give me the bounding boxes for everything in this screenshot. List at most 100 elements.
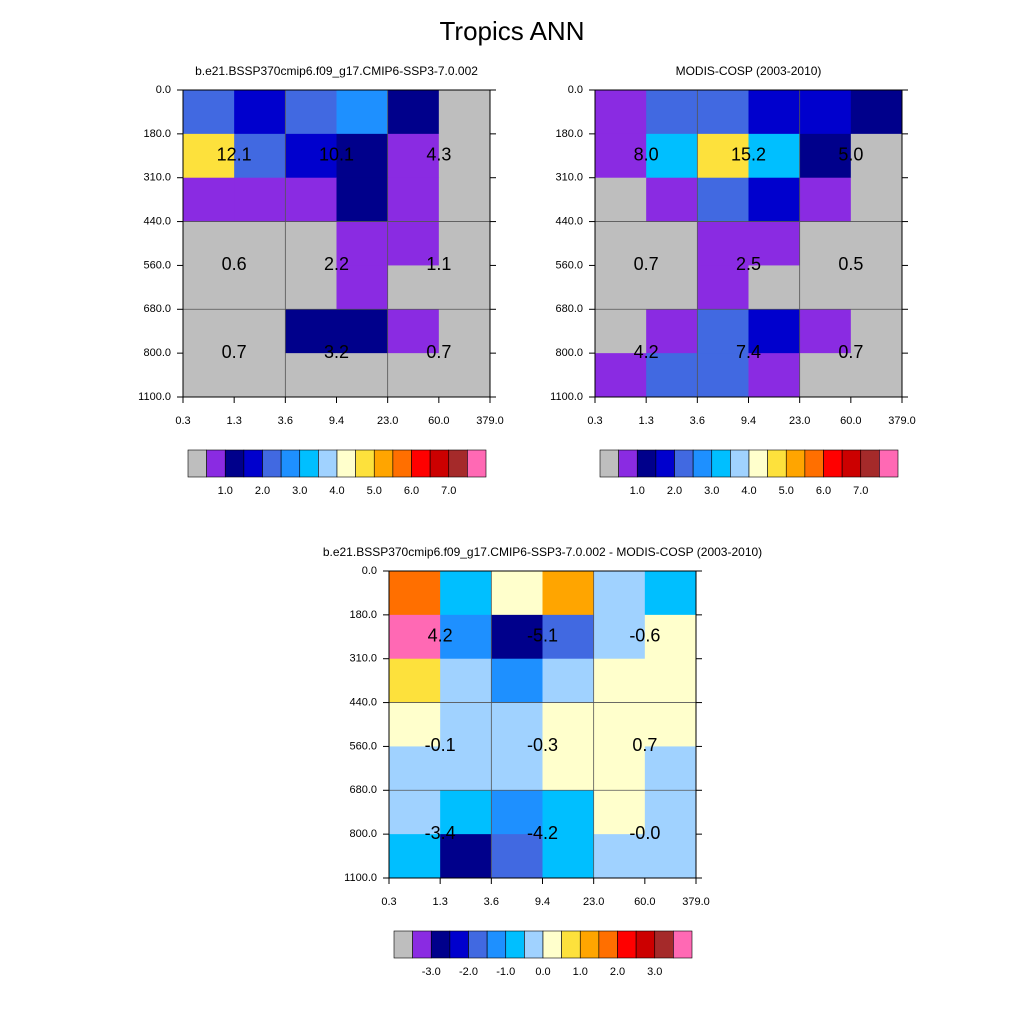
cell xyxy=(646,309,698,354)
cell xyxy=(389,614,441,660)
cell-value: 4.3 xyxy=(426,145,451,165)
cell xyxy=(387,177,440,223)
cell xyxy=(438,221,491,266)
cell xyxy=(850,353,903,398)
y-tick-label: 1100.0 xyxy=(138,391,171,403)
cell xyxy=(389,658,441,704)
cell-value: 2.2 xyxy=(324,254,349,274)
cell xyxy=(799,177,852,223)
colorbar-swatch xyxy=(448,449,468,478)
colorbar-swatch xyxy=(655,449,675,478)
cell xyxy=(542,658,595,704)
colorbar-swatch xyxy=(299,449,319,478)
cell xyxy=(850,309,903,354)
cell xyxy=(234,265,286,310)
colorbar-label: 0.0 xyxy=(535,966,550,978)
colorbar-label: 4.0 xyxy=(741,485,756,497)
cell xyxy=(336,177,389,223)
cell-value: 5.0 xyxy=(838,145,863,165)
cell xyxy=(440,702,492,747)
cell xyxy=(697,133,749,179)
colorbar-swatch xyxy=(674,449,694,478)
y-tick-label: 0.0 xyxy=(568,84,583,96)
cell xyxy=(697,177,749,223)
cell xyxy=(389,571,441,616)
cell xyxy=(799,133,852,179)
colorbar-swatch xyxy=(449,930,469,959)
colorbar-swatch xyxy=(524,930,544,959)
cell xyxy=(438,90,491,135)
cell xyxy=(285,353,337,398)
cell xyxy=(234,353,286,398)
cell xyxy=(491,614,543,660)
cell-value: 4.2 xyxy=(634,342,659,362)
cell xyxy=(697,309,749,354)
cell xyxy=(644,746,697,791)
cell xyxy=(542,614,595,660)
cell xyxy=(646,90,698,135)
cell xyxy=(440,614,492,660)
cell-value: -0.3 xyxy=(527,735,558,755)
cell-value: -0.6 xyxy=(629,626,660,646)
y-tick-label: 680.0 xyxy=(555,303,583,315)
cell xyxy=(542,746,595,791)
cell xyxy=(644,614,697,660)
cell xyxy=(183,177,235,223)
colorbar-swatch xyxy=(224,449,245,478)
colorbar-swatch xyxy=(636,449,657,478)
cell-value: 7.4 xyxy=(736,342,761,362)
y-tick-label: 1100.0 xyxy=(344,872,377,884)
cell xyxy=(593,658,646,704)
cell xyxy=(387,90,440,135)
cell xyxy=(234,90,286,135)
colorbar-label: 2.0 xyxy=(610,966,625,978)
cell-value: -0.1 xyxy=(425,735,456,755)
colorbar-swatch xyxy=(393,930,413,959)
x-tick-label: 0.3 xyxy=(175,415,190,427)
y-tick-label: 440.0 xyxy=(349,696,377,708)
colorbar-swatch xyxy=(467,449,487,478)
colorbar-swatch xyxy=(730,449,750,478)
cell xyxy=(542,702,595,747)
cell xyxy=(542,834,595,879)
cell xyxy=(491,571,543,616)
cell-value: -4.2 xyxy=(527,823,558,843)
cell xyxy=(593,614,646,660)
colorbar-swatch xyxy=(804,449,824,478)
colorbar-label: 2.0 xyxy=(255,485,270,497)
cell xyxy=(748,177,801,223)
cell xyxy=(593,702,646,747)
x-tick-label: 9.4 xyxy=(535,896,550,908)
cell-value: 4.2 xyxy=(428,626,453,646)
x-tick-label: 379.0 xyxy=(476,415,504,427)
x-tick-label: 379.0 xyxy=(682,896,710,908)
cell xyxy=(799,90,852,135)
colorbar-label: 7.0 xyxy=(441,485,456,497)
y-tick-label: 560.0 xyxy=(555,259,583,271)
cell-value: 0.5 xyxy=(838,254,863,274)
cell xyxy=(438,133,491,179)
colorbar-label: 5.0 xyxy=(779,485,794,497)
y-tick-label: 680.0 xyxy=(349,784,377,796)
colorbar-swatch xyxy=(711,449,731,478)
cell xyxy=(646,353,698,398)
colorbar-swatch xyxy=(767,449,787,478)
y-tick-label: 180.0 xyxy=(555,128,583,140)
cell xyxy=(646,265,698,310)
y-tick-label: 1100.0 xyxy=(550,391,583,403)
colorbar-swatch xyxy=(598,930,618,959)
colorbar-swatch xyxy=(468,930,488,959)
y-tick-label: 0.0 xyxy=(156,84,171,96)
cell xyxy=(850,90,903,135)
colorbar-swatch xyxy=(673,930,693,959)
cell xyxy=(850,221,903,266)
cell xyxy=(234,221,286,266)
cell xyxy=(491,834,543,879)
cell xyxy=(595,353,647,398)
colorbar-swatch xyxy=(561,930,581,959)
x-tick-label: 1.3 xyxy=(227,415,242,427)
cell-value: 10.1 xyxy=(319,145,354,165)
cell xyxy=(389,790,441,835)
colorbar-label: 6.0 xyxy=(404,485,419,497)
cell xyxy=(646,133,698,179)
